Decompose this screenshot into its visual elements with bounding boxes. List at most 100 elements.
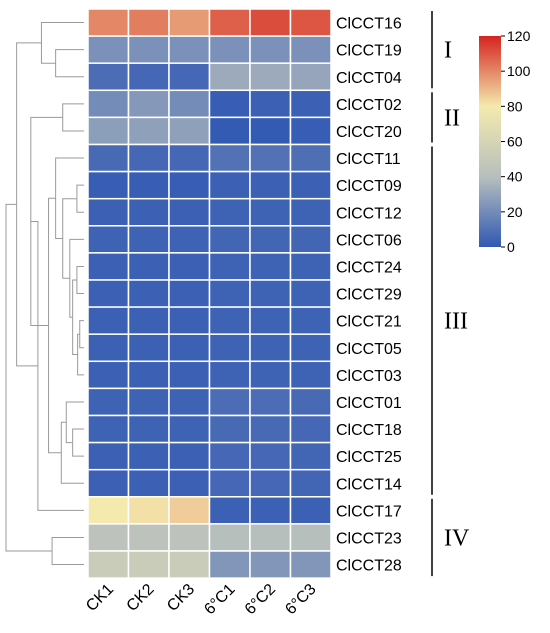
row-label: ClCCT01 <box>336 395 402 412</box>
heatmap-cell <box>208 387 251 417</box>
row-label: ClCCT16 <box>336 16 402 33</box>
heatmap-cell <box>127 496 170 525</box>
heatmap-cell <box>289 143 332 173</box>
row-label: ClCCT23 <box>336 530 402 547</box>
dendrogram-branch <box>55 157 84 240</box>
heatmap-cell <box>249 8 292 37</box>
heatmap-cell <box>87 496 130 525</box>
heatmap-cell <box>127 523 170 552</box>
color-bar-tick-label: 80 <box>507 98 523 114</box>
dendrogram-branch <box>55 49 84 78</box>
heatmap-cell <box>289 197 332 227</box>
heatmap-cell <box>127 306 170 335</box>
heatmap-cell <box>87 333 130 363</box>
row-label: ClCCT18 <box>336 422 402 439</box>
row-label: ClCCT11 <box>336 151 401 168</box>
heatmap-cell <box>127 35 170 64</box>
row-label: ClCCT29 <box>336 287 402 304</box>
column-label: CK1 <box>83 581 117 615</box>
heatmap-cell <box>87 550 130 579</box>
heatmap-cell <box>168 89 211 119</box>
heatmap-cell <box>208 252 251 281</box>
heatmap-cell <box>168 550 211 579</box>
heatmap-cell <box>168 252 211 281</box>
heatmap-cell <box>249 496 292 525</box>
heatmap-cell <box>249 252 292 281</box>
heatmap-cell <box>127 252 170 281</box>
column-label: CK3 <box>164 581 198 615</box>
heatmap-cell <box>127 89 170 119</box>
heatmap-cell <box>168 35 211 64</box>
heatmap-cell <box>168 387 211 417</box>
row-label: ClCCT03 <box>336 368 402 385</box>
group-label: IV <box>444 525 470 551</box>
color-bar-tick-label: 60 <box>507 134 523 150</box>
dendrogram-branch <box>51 536 84 566</box>
heatmap-cell <box>127 279 170 308</box>
heatmap-cell <box>208 496 251 525</box>
column-label: 6°C3 <box>282 581 319 618</box>
heatmap-cell <box>289 62 332 92</box>
heatmap-cell <box>127 170 170 200</box>
heatmap-cell <box>168 496 211 525</box>
heatmap-cell <box>127 387 170 417</box>
heatmap-cell <box>208 143 251 173</box>
color-bar-tick-label: 120 <box>507 28 531 44</box>
heatmap-cell <box>289 333 332 363</box>
heatmap-cell <box>208 279 251 308</box>
row-label: ClCCT04 <box>336 70 402 87</box>
dendrogram-branch <box>69 238 84 318</box>
heatmap-cell <box>127 360 170 390</box>
heatmap-cell <box>87 279 130 308</box>
heatmap-cell <box>168 170 211 200</box>
dendrogram-branch <box>30 220 84 511</box>
row-label: ClCCT17 <box>336 503 402 520</box>
heatmap-cell <box>249 387 292 417</box>
heatmap-cell <box>87 468 130 498</box>
column-label: 6°C1 <box>201 581 238 618</box>
row-label: ClCCT28 <box>336 558 402 575</box>
heatmap-cell <box>87 62 130 92</box>
heatmap-cell <box>249 35 292 64</box>
heatmap-cell <box>208 62 251 92</box>
row-label: ClCCT25 <box>336 449 402 466</box>
row-label: ClCCT05 <box>336 341 402 358</box>
row-dendrogram <box>5 22 84 566</box>
dendrogram-branch <box>72 428 84 457</box>
heatmap-cell <box>289 306 332 335</box>
heatmap-cell <box>208 170 251 200</box>
color-bar-tick-label: 0 <box>507 239 515 255</box>
heatmap-cell <box>168 8 211 37</box>
dendrogram-branch <box>79 320 84 349</box>
dendrogram-branch <box>5 203 53 552</box>
heatmap-cell <box>87 252 130 281</box>
heatmap-cell <box>289 414 332 444</box>
heatmap-cell <box>127 62 170 92</box>
heatmap-cell <box>87 306 130 335</box>
heatmap-cell <box>168 441 211 471</box>
heatmap-cell <box>208 197 251 227</box>
heatmap-cell <box>127 8 170 37</box>
heatmap-cell <box>208 89 251 119</box>
heatmap-cell <box>87 197 130 227</box>
heatmap-cell <box>289 170 332 200</box>
heatmap-cell <box>87 35 130 64</box>
row-label: ClCCT02 <box>336 97 402 114</box>
color-bar-tick-label: 20 <box>507 204 523 220</box>
heatmap-cell <box>208 116 251 146</box>
color-bar-tick-label: 100 <box>507 63 531 79</box>
heatmap-cell <box>249 116 292 146</box>
heatmap-cell <box>289 252 332 281</box>
heatmap-cell <box>208 333 251 363</box>
heatmap-cell <box>249 414 292 444</box>
heatmap-cell <box>289 441 332 471</box>
heatmap-cell <box>289 360 332 390</box>
group-label: III <box>444 309 468 335</box>
heatmap-cell <box>127 550 170 579</box>
row-label: ClCCT14 <box>336 476 402 493</box>
heatmap-cell <box>249 441 292 471</box>
group-label: II <box>444 105 460 131</box>
heatmap-cell <box>87 89 130 119</box>
row-label: ClCCT06 <box>336 232 402 249</box>
